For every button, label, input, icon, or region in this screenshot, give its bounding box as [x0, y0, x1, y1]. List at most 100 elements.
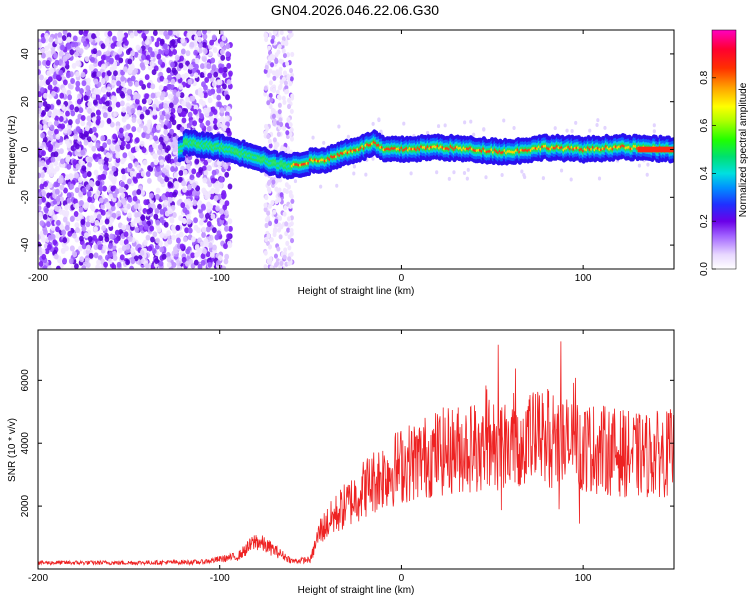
- spectrogram-cell: [62, 216, 68, 223]
- spectrogram-cell: [193, 40, 199, 47]
- spectrogram-cell: [199, 92, 205, 99]
- spectrogram-cell: [225, 127, 231, 134]
- spectrogram-cell: [156, 91, 161, 98]
- spectrogram-cell: [95, 109, 101, 116]
- spectrogram-cell: [212, 244, 217, 251]
- spectrogram-cell: [69, 49, 75, 56]
- spectrogram-cell: [54, 128, 59, 135]
- spectrogram-cell: [213, 71, 219, 78]
- spectrogram-cell: [209, 251, 215, 258]
- spectrogram-cell: [79, 88, 84, 95]
- spectrogram-cell: [64, 204, 69, 211]
- spectrogram-cell: [173, 248, 179, 255]
- spectrogram-cell: [286, 227, 291, 233]
- spectrogram-cell: [164, 135, 169, 142]
- spectrogram-cell: [58, 208, 64, 215]
- spectrogram-cell: [210, 57, 216, 64]
- spectrogram-cell: [108, 163, 113, 170]
- spectrogram-cell: [125, 243, 131, 250]
- spectrogram-cell: [209, 193, 215, 200]
- spectrogram-cell: [74, 263, 79, 269]
- spectrogram-cell: [130, 50, 136, 57]
- spectrogram-cell: [190, 95, 196, 102]
- spectrogram-cell: [270, 107, 275, 114]
- spectrogram-cell: [189, 174, 195, 181]
- spectrogram-cell: [92, 153, 98, 160]
- spectrogram-cell: [81, 265, 87, 269]
- spectrogram-cell: [64, 138, 70, 145]
- spectrogram-cell: [116, 201, 122, 208]
- spectrogram-cell: [41, 190, 47, 197]
- spectrogram-cell: [105, 201, 111, 208]
- spectrogram-cell: [194, 158, 200, 165]
- spectrogram-cell: [463, 120, 467, 125]
- spectrogram-cell: [133, 203, 139, 210]
- spectrogram-cell: [120, 192, 126, 199]
- spectrogram-cell: [61, 87, 67, 94]
- spectrogram-cell: [47, 210, 53, 217]
- spectrogram-cell: [79, 199, 84, 206]
- spectrogram-cell: [91, 93, 97, 100]
- spectrogram-cell: [156, 53, 162, 60]
- spectrogram-cell: [163, 30, 169, 37]
- spectrogram-cell: [73, 133, 79, 140]
- spectrogram-cell: [167, 197, 173, 204]
- spectrogram-cell: [277, 227, 282, 233]
- spectrogram-cell: [436, 124, 441, 129]
- spectrogram-cell: [263, 85, 268, 91]
- spectrogram-cell: [67, 94, 73, 101]
- spectrogram-cell: [80, 149, 86, 156]
- spectrogram-cell: [47, 182, 53, 189]
- spectrogram-cell: [209, 116, 214, 123]
- spectrogram-cell: [49, 124, 55, 131]
- spectrogram-cell: [217, 79, 223, 86]
- spectrogram-cell: [279, 192, 284, 198]
- spectrogram-cell: [472, 132, 476, 137]
- spectrogram-cell: [112, 133, 118, 140]
- spectrogram-cell: [61, 229, 67, 236]
- spectrogram-cell: [187, 30, 193, 36]
- spectrogram-cell: [77, 93, 82, 100]
- spectrogram-cell: [116, 210, 121, 217]
- spectrogram-cell: [111, 165, 117, 172]
- spectrogram-cell: [200, 241, 205, 248]
- spectrogram-cell: [206, 220, 212, 227]
- spectrogram-cell: [111, 212, 117, 219]
- spectrogram-cell: [97, 174, 103, 181]
- spectrogram-cell: [137, 259, 143, 266]
- spectrogram-cell: [267, 179, 272, 185]
- spectrogram-cell: [50, 224, 56, 231]
- spectrogram-cell: [106, 86, 112, 93]
- spectrogram-cell: [290, 93, 295, 99]
- spectrogram-cell: [81, 80, 87, 87]
- spectrogram-cell: [167, 74, 172, 81]
- spectrogram-cell: [150, 83, 156, 90]
- spectrogram-cell: [121, 199, 127, 206]
- spectrogram-cell: [193, 72, 199, 79]
- spectrogram-cell: [219, 199, 225, 206]
- spectrogram-cell: [124, 39, 129, 46]
- spectrogram-cell: [223, 163, 229, 170]
- spectrogram-cell: [41, 150, 46, 157]
- spectrogram-cell: [54, 115, 60, 122]
- spectrogram-cell: [53, 181, 59, 188]
- spectrogram-cell: [50, 156, 56, 163]
- spectrogram-cell: [142, 239, 148, 246]
- spectrogram-cell: [73, 198, 78, 205]
- spectrogram-cell: [38, 172, 41, 179]
- spectrogram-cell: [109, 233, 114, 240]
- spectrogram-cell: [151, 69, 157, 76]
- spectrogram-cell: [193, 49, 199, 56]
- spectrogram-cell: [289, 227, 294, 234]
- spectrogram-cell: [263, 32, 268, 38]
- spectrogram-cell: [118, 187, 124, 194]
- spectrogram-cell: [279, 260, 284, 266]
- spectrogram-cell: [197, 87, 203, 94]
- spectrogram-cell: [75, 126, 81, 133]
- spectrogram-cell: [159, 232, 165, 239]
- spectrogram-cell: [159, 114, 165, 121]
- spectrogram-cell: [171, 234, 176, 241]
- spectrogram-cell: [152, 30, 158, 36]
- spectrogram-cell: [271, 179, 276, 185]
- spectrogram-cell: [92, 99, 98, 106]
